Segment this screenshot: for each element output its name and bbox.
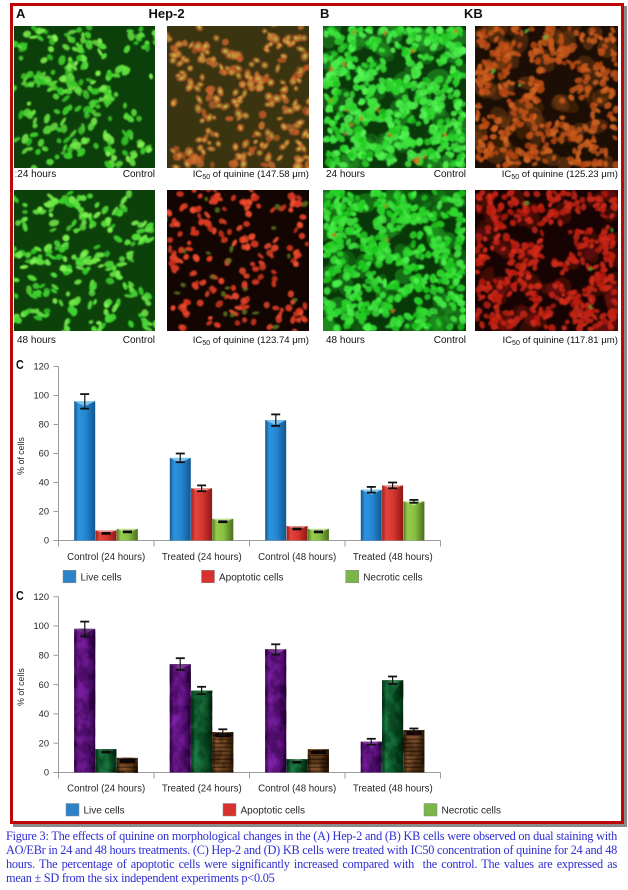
svg-text:60: 60 [39,680,49,690]
svg-text:120: 120 [33,592,49,602]
svg-text:80: 80 [39,651,49,661]
svg-text:100: 100 [33,391,49,401]
svg-text:Necrotic cells: Necrotic cells [442,806,501,817]
svg-text:Treated (48 hours): Treated (48 hours) [353,784,433,795]
svg-text:20: 20 [39,507,49,517]
svg-text:Control (24 hours): Control (24 hours) [67,552,145,563]
svg-text:100: 100 [33,621,49,631]
svg-text:Control (48 hours): Control (48 hours) [258,552,336,563]
svg-text:Treated (24 hours): Treated (24 hours) [162,552,242,563]
svg-text:0: 0 [44,768,49,778]
svg-text:40: 40 [39,478,49,488]
svg-text:40: 40 [39,709,49,719]
svg-text:Necrotic cells: Necrotic cells [363,572,422,583]
svg-text:Apoptotic cells: Apoptotic cells [241,806,305,817]
svg-text:0: 0 [44,536,49,546]
svg-text:Live cells: Live cells [84,806,125,817]
svg-text:Apoptotic cells: Apoptotic cells [219,572,283,583]
svg-text:% of cells: % of cells [16,668,26,706]
svg-text:Control (24 hours): Control (24 hours) [67,784,145,795]
svg-text:Live cells: Live cells [81,572,122,583]
svg-text:Control (48 hours): Control (48 hours) [258,784,336,795]
svg-text:80: 80 [39,420,49,430]
svg-text:% of cells: % of cells [16,437,26,475]
svg-text:20: 20 [39,738,49,748]
svg-text:Treated (48 hours): Treated (48 hours) [353,552,433,563]
svg-text:60: 60 [39,449,49,459]
svg-text:120: 120 [33,362,49,372]
svg-text:Treated (24 hours): Treated (24 hours) [162,784,242,795]
